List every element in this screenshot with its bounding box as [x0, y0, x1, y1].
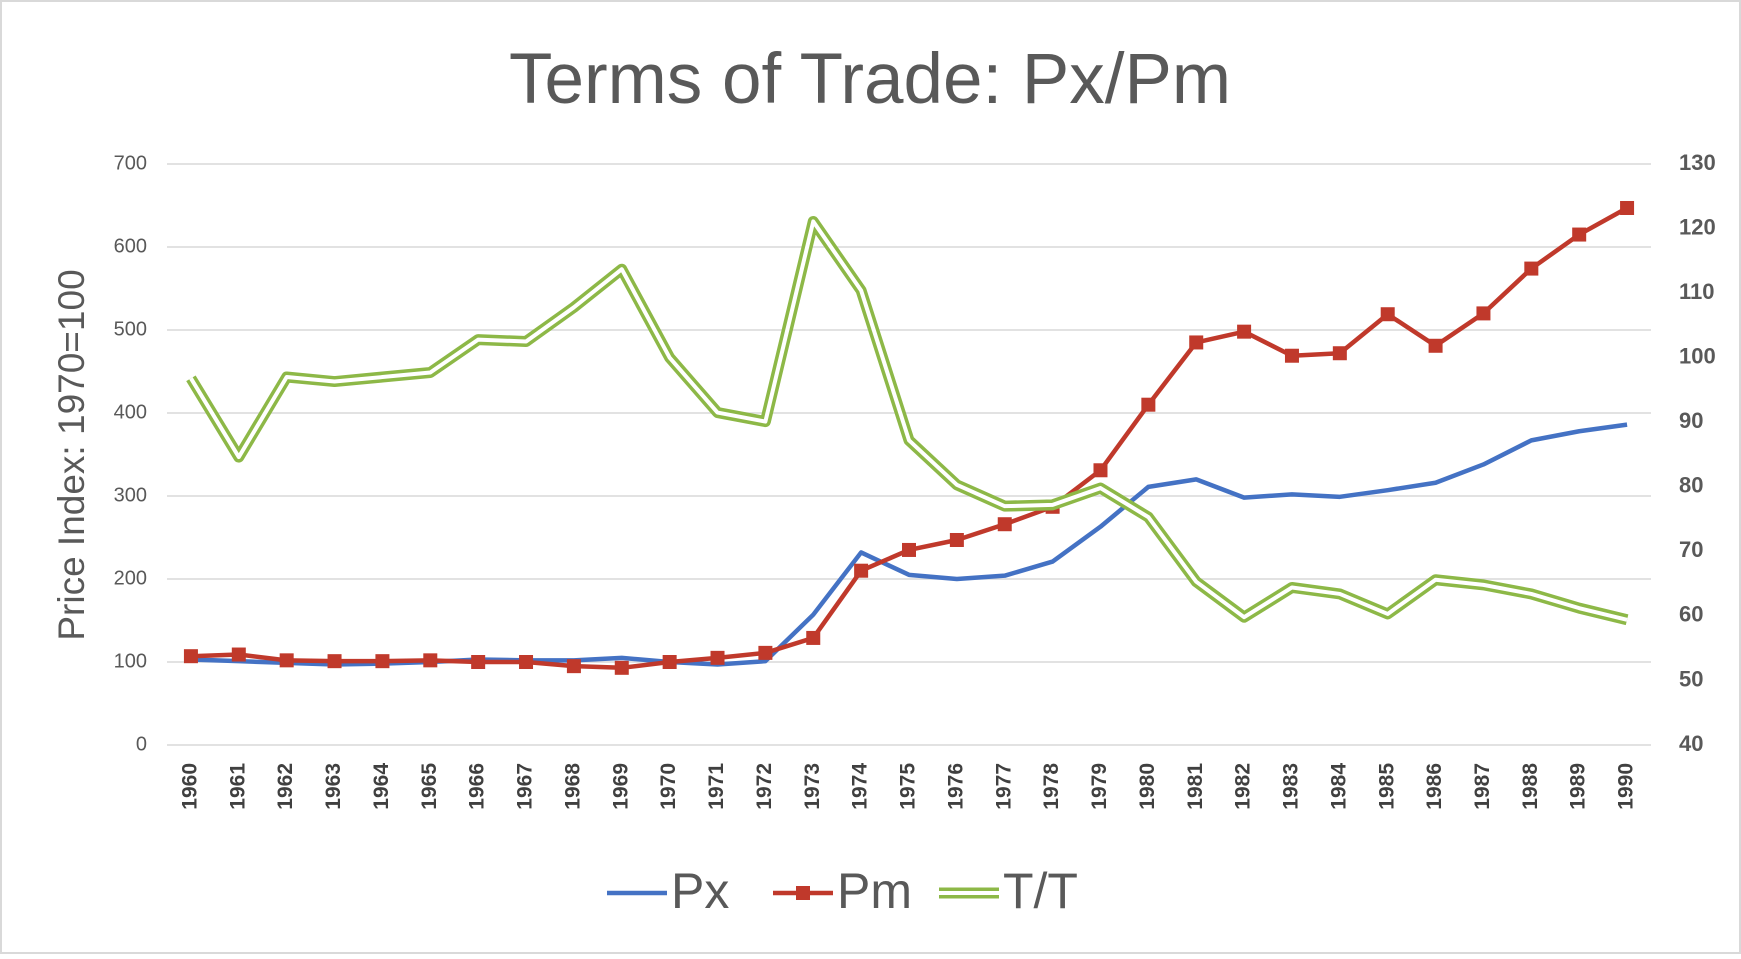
x-tick-label: 1963 [322, 763, 345, 810]
y2-tick-label: 110 [1679, 279, 1715, 304]
marker [997, 517, 1012, 532]
marker [423, 653, 438, 668]
x-tick-label: 1974 [849, 763, 872, 810]
marker [1284, 348, 1299, 363]
y-tick-label: 600 [114, 235, 147, 257]
marker [471, 655, 486, 669]
x-tick-label: 1960 [178, 763, 201, 810]
marker [1620, 200, 1635, 215]
x-tick-label: 1979 [1088, 763, 1111, 810]
x-tick-label: 1976 [944, 763, 967, 810]
marker [758, 645, 773, 660]
x-tick-label: 1983 [1280, 763, 1303, 810]
marker [1524, 261, 1539, 276]
x-tick-label: 1977 [992, 763, 1015, 810]
y2-tick-label: 50 [1679, 666, 1703, 691]
x-tick-label: 1985 [1375, 763, 1398, 810]
marker [375, 654, 390, 669]
y2-tick-label: 60 [1679, 602, 1703, 627]
y2-tick-label: 120 [1679, 214, 1716, 239]
y2-tick-label: 90 [1679, 408, 1703, 433]
marker [183, 649, 198, 664]
y-tick-label: 100 [114, 650, 147, 672]
marker [1476, 306, 1491, 321]
x-tick-label: 1972 [753, 763, 776, 810]
x-tick-label: 1967 [514, 763, 537, 810]
y-tick-label: 500 [114, 318, 147, 340]
x-tick-label: 1990 [1615, 763, 1638, 810]
marker [327, 654, 342, 669]
marker [902, 542, 916, 557]
x-tick-label: 1988 [1519, 763, 1542, 810]
y-tick-label: 300 [114, 484, 147, 506]
x-tick-label: 1973 [801, 763, 824, 810]
marker [662, 655, 677, 669]
marker [1093, 463, 1108, 478]
marker [566, 659, 581, 674]
marker [1332, 346, 1347, 361]
y-tick-label: 400 [114, 401, 147, 423]
x-tick-label: 1969 [609, 763, 632, 810]
x-tick-label: 1980 [1136, 763, 1159, 810]
x-tick-label: 1965 [418, 763, 441, 810]
marker [1572, 227, 1587, 242]
series-line-inner [189, 219, 1628, 622]
marker [949, 532, 964, 547]
y-tick-label: 700 [114, 152, 147, 174]
legend-label: Px [671, 863, 729, 919]
x-tick-label: 1970 [657, 763, 680, 810]
y-axis-title: Price Index: 1970=100 [51, 269, 92, 640]
x-tick-label: 1989 [1567, 763, 1590, 810]
x-tick-label: 1971 [705, 763, 728, 810]
x-tick-label: 1966 [466, 763, 489, 810]
y2-tick-label: 40 [1679, 731, 1703, 756]
chart-title: Terms of Trade: Px/Pm [509, 40, 1231, 119]
x-tick-label: 1986 [1423, 763, 1446, 810]
x-tick-label: 1968 [561, 763, 584, 810]
marker [519, 655, 534, 669]
y2-tick-label: 80 [1679, 473, 1703, 498]
x-tick-label: 1984 [1327, 763, 1350, 810]
y2-tick-label: 130 [1679, 150, 1716, 175]
x-tick-label: 1987 [1471, 763, 1494, 810]
marker [1237, 324, 1252, 339]
marker [279, 653, 294, 668]
marker [1428, 338, 1443, 353]
y2-tick-label: 70 [1679, 537, 1703, 562]
y2-tick-label: 100 [1679, 343, 1716, 368]
x-tick-label: 1964 [370, 763, 393, 810]
marker [614, 660, 629, 675]
marker [1380, 307, 1395, 322]
legend-marker [796, 886, 810, 900]
y-tick-label: 200 [114, 567, 147, 589]
legend-label: Pm [837, 863, 912, 919]
x-tick-label: 1961 [226, 763, 249, 810]
marker [710, 650, 725, 665]
x-tick-label: 1982 [1232, 763, 1255, 810]
marker [1141, 397, 1156, 412]
marker [854, 563, 869, 578]
x-tick-label: 1962 [274, 763, 297, 810]
marker [806, 630, 821, 645]
legend-label: T/T [1003, 863, 1078, 919]
x-tick-label: 1975 [897, 763, 920, 810]
x-tick-label: 1978 [1040, 763, 1063, 810]
x-tick-label: 1981 [1184, 763, 1207, 810]
marker [231, 647, 246, 662]
marker [1189, 335, 1204, 350]
y-tick-label: 0 [136, 733, 147, 755]
